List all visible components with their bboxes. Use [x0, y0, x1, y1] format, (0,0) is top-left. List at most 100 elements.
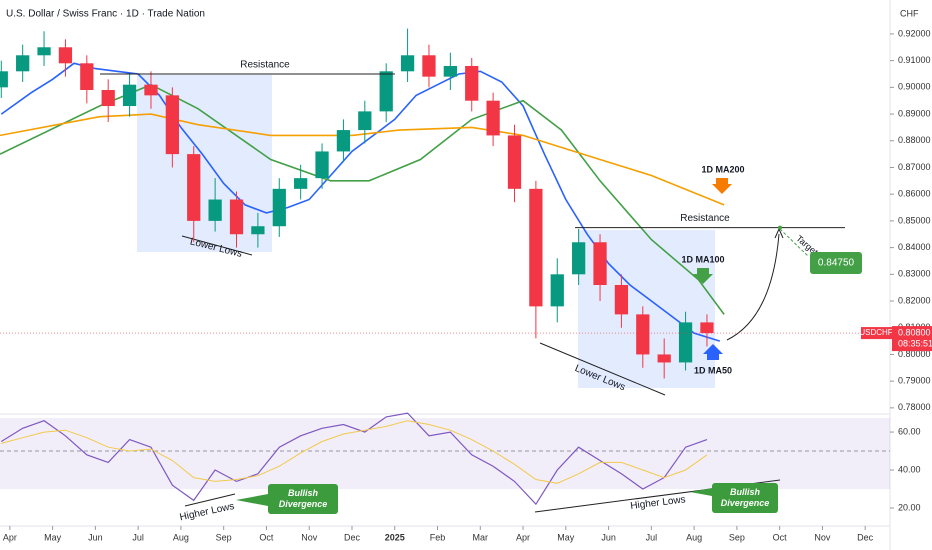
candle-body [294, 178, 308, 189]
x-tick-label: Dec [344, 532, 361, 542]
candle-body [358, 111, 372, 131]
y-tick-label: 0.84000 [898, 242, 931, 252]
candle-body [101, 90, 115, 107]
y-tick-label: 60.00 [898, 426, 921, 436]
x-tick-label: Oct [259, 532, 274, 542]
moving-average [0, 83, 725, 315]
highlight-box [137, 75, 272, 252]
candle-body [572, 242, 586, 275]
trend-line [184, 493, 236, 507]
arrow-down [712, 178, 732, 194]
currency: CHF [900, 8, 919, 18]
candle-body [58, 47, 73, 64]
candle-body [678, 322, 693, 363]
rsi-band [0, 418, 890, 490]
candle-body [379, 71, 393, 112]
y-tick-label: 0.88000 [898, 135, 931, 145]
candle-body [657, 354, 671, 363]
candle-body [251, 226, 265, 235]
target-label: 0.84750 [818, 258, 855, 269]
ma-label: 1D MA50 [694, 365, 732, 375]
x-tick-label: 2025 [385, 532, 405, 542]
moving-average [0, 113, 725, 206]
arrow-down [693, 268, 713, 284]
projection-curve [726, 233, 780, 341]
arrow-up [703, 344, 723, 360]
candle-body [529, 188, 543, 307]
x-tick-label: Apr [516, 532, 530, 542]
x-tick-label: Jul [132, 532, 144, 542]
x-tick-label: Nov [814, 532, 831, 542]
x-tick-label: Jun [601, 532, 616, 542]
candle-body [507, 135, 522, 189]
y-tick-label: 0.80000 [898, 349, 931, 359]
x-tick-label: Aug [686, 532, 702, 542]
y-tick-label: 0.78000 [898, 402, 931, 412]
ma-label: 1D MA200 [701, 164, 744, 174]
candle-body [16, 55, 30, 72]
x-tick-label: Feb [430, 532, 446, 542]
candle-body [80, 63, 94, 91]
target-point [778, 225, 782, 230]
rsi-line [1, 420, 708, 484]
candle-body [272, 188, 286, 227]
candle-body [122, 84, 137, 107]
y-tick-label: 0.92000 [898, 28, 931, 38]
ma-label: 1D MA100 [681, 254, 724, 264]
y-tick-label: 0.83000 [898, 269, 931, 279]
price-label: 0.80800 [898, 327, 931, 337]
divergence-label: Bullish Divergence [268, 484, 338, 514]
y-tick-label: 0.86000 [898, 189, 931, 199]
trend-line [539, 342, 666, 396]
symbol-tag [861, 327, 892, 340]
x-tick-label: Aug [173, 532, 189, 542]
x-tick-label: May [557, 532, 575, 542]
y-tick-label: 40.00 [898, 464, 921, 474]
candle-body [315, 151, 329, 179]
annotation: Resistance [680, 213, 730, 224]
candle-body [208, 199, 222, 221]
candle-body [400, 55, 415, 72]
y-tick-label: 0.89000 [898, 108, 931, 118]
candle-body [144, 84, 158, 96]
pointer [690, 488, 712, 496]
y-tick-label: 0.82000 [898, 295, 931, 305]
countdown: 08:35:51 [898, 338, 932, 348]
candle-body [465, 65, 479, 101]
candle-body [550, 274, 564, 307]
chart-title: U.S. Dollar / Swiss Franc · 1D · Trade N… [6, 9, 205, 20]
candle-body [636, 314, 650, 355]
x-tick-label: May [44, 532, 62, 542]
x-tick-label: Dec [857, 532, 874, 542]
candle-body [229, 199, 244, 235]
y-tick-label: 0.79000 [898, 376, 931, 386]
candle-body [0, 71, 8, 88]
divergence-label: Bullish Divergence [712, 483, 778, 513]
price-tag [892, 326, 932, 352]
candle-body [336, 130, 351, 152]
x-tick-label: Jun [88, 532, 103, 542]
annotation: Higher Lows [630, 494, 687, 512]
symbol-label: USDCHF [859, 328, 892, 337]
candle-body [486, 100, 500, 136]
pointer [236, 494, 268, 506]
target-link [779, 228, 809, 257]
x-tick-label: Mar [473, 532, 489, 542]
candle-body [700, 322, 714, 334]
candle-body [614, 284, 629, 315]
candle-body [593, 242, 607, 285]
y-tick-label: 0.91000 [898, 55, 931, 65]
candle-body [37, 47, 51, 56]
x-tick-label: Sep [729, 532, 745, 542]
x-tick-label: Oct [773, 532, 788, 542]
y-tick-label: 20.00 [898, 502, 921, 512]
y-tick-label: 0.90000 [898, 82, 931, 92]
annotation: Higher Lows [179, 501, 236, 523]
candle-body [443, 65, 457, 77]
x-tick-label: Nov [301, 532, 318, 542]
y-tick-label: 0.87000 [898, 162, 931, 172]
y-tick-label: 0.85000 [898, 215, 931, 225]
x-tick-label: Jul [646, 532, 658, 542]
